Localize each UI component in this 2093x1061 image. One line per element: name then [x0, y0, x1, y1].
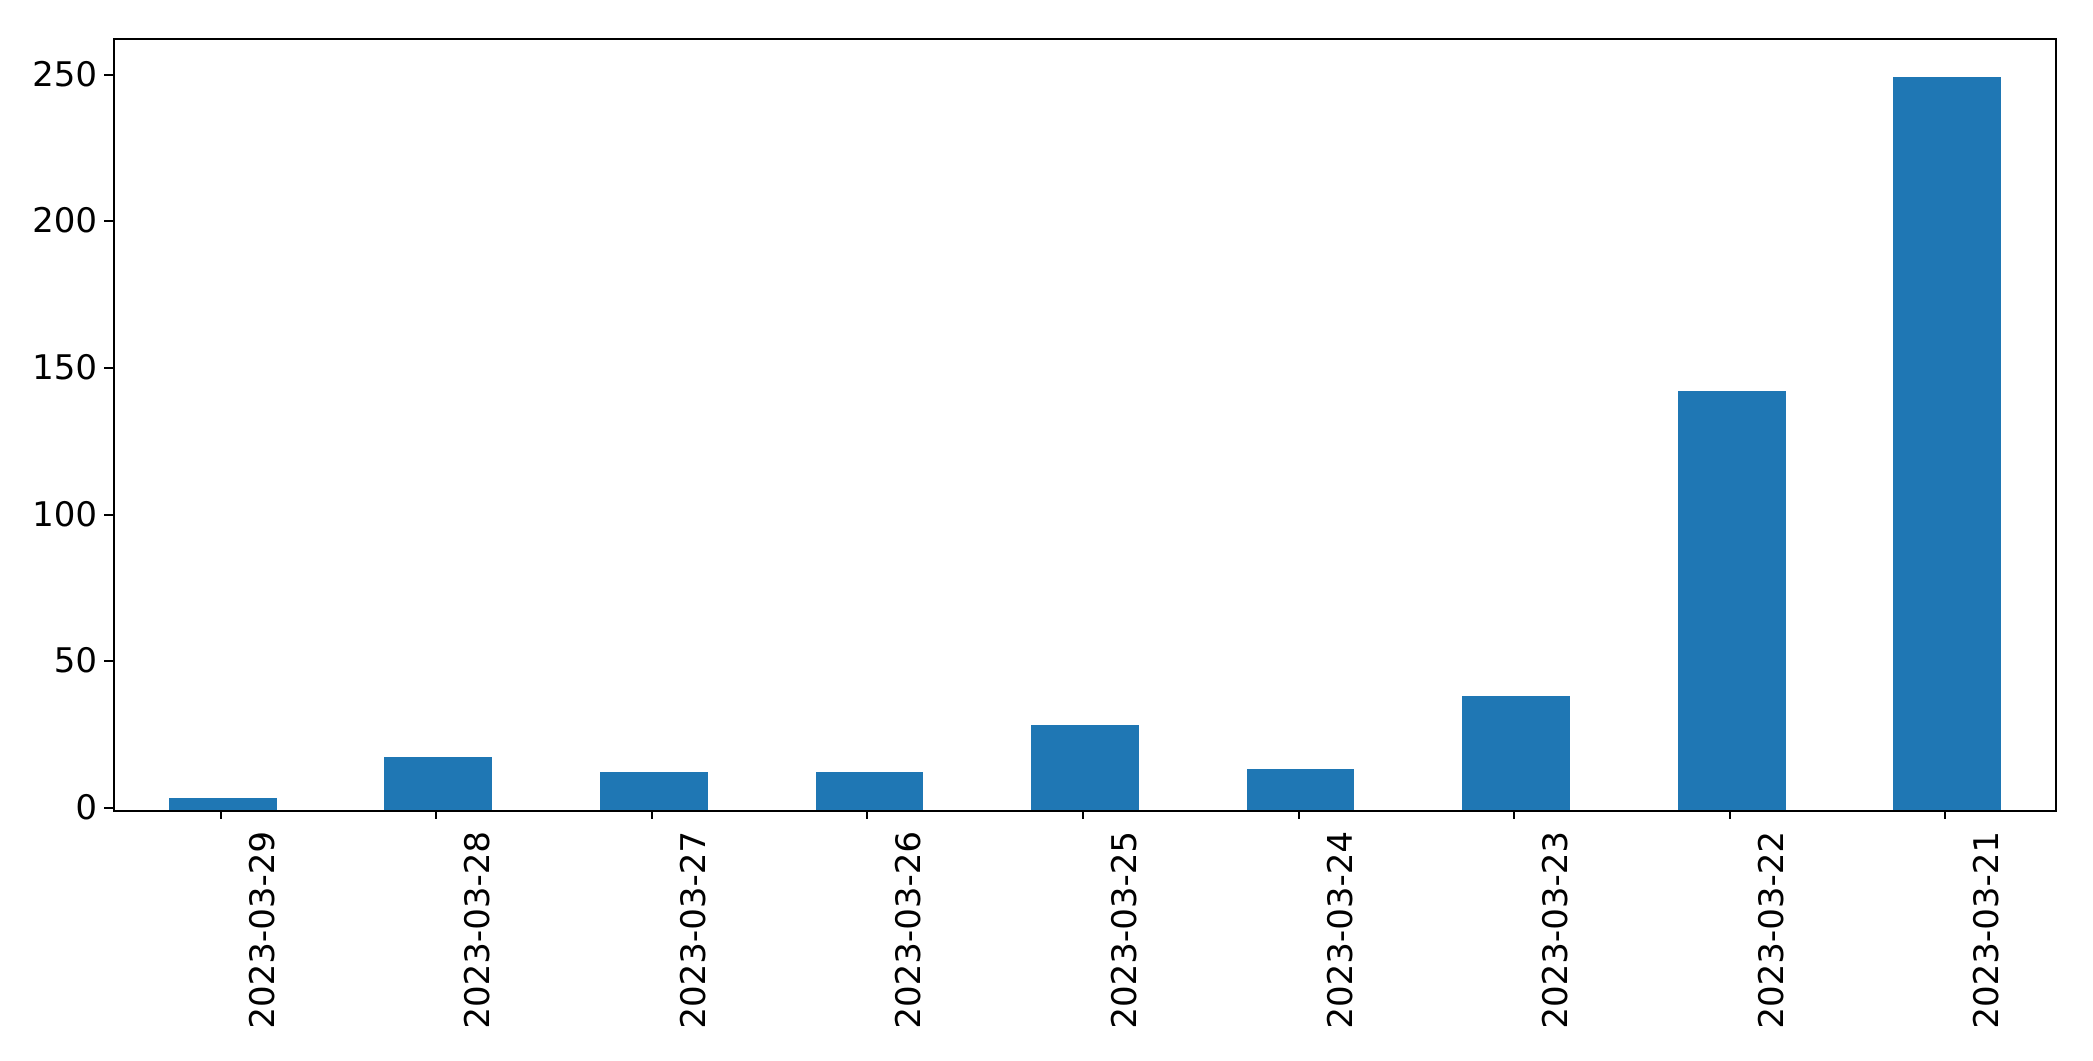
y-tick-label: 0: [75, 788, 97, 828]
y-tick-mark: [104, 660, 113, 663]
bar-2023-03-26: [815, 771, 924, 810]
bar-2023-03-25: [1031, 724, 1139, 810]
bar-2023-03-24: [1246, 768, 1355, 810]
x-tick-label: 2023-03-26: [889, 831, 930, 1029]
y-tick-label: 50: [53, 641, 97, 682]
y-tick-label: 250: [32, 54, 97, 95]
bar-2023-03-28: [384, 757, 493, 810]
x-tick-mark: [435, 810, 438, 819]
x-tick-mark: [1944, 810, 1947, 819]
y-tick-mark: [104, 807, 113, 809]
x-tick-mark: [1728, 810, 1731, 819]
x-tick-label: 2023-03-21: [1967, 831, 2008, 1029]
bar-2023-03-22: [1677, 390, 1786, 810]
x-tick-mark: [1513, 810, 1516, 819]
x-tick-label: 2023-03-23: [1536, 831, 1577, 1029]
x-tick-mark: [1082, 810, 1084, 819]
x-tick-label: 2023-03-27: [673, 831, 714, 1029]
x-tick-label: 2023-03-29: [242, 831, 283, 1029]
x-tick-label: 2023-03-22: [1751, 831, 1792, 1029]
y-tick-mark: [104, 367, 113, 369]
y-tick-label: 100: [32, 494, 97, 535]
x-tick-label: 2023-03-24: [1320, 831, 1361, 1029]
x-tick-mark: [650, 810, 653, 819]
y-tick-mark: [104, 73, 113, 76]
x-tick-mark: [219, 810, 222, 819]
x-tick-label: 2023-03-28: [458, 831, 499, 1029]
bar-2023-03-27: [600, 771, 708, 810]
y-tick-mark: [104, 513, 113, 516]
x-tick-mark: [1297, 810, 1300, 819]
x-tick-label: 2023-03-25: [1105, 831, 1145, 1029]
bar-2023-03-21: [1893, 76, 2002, 810]
x-tick-mark: [866, 810, 869, 819]
bar-2023-03-29: [168, 798, 277, 810]
bar-2023-03-23: [1462, 695, 1570, 810]
y-tick-label: 150: [32, 348, 97, 388]
y-tick-mark: [104, 220, 113, 223]
y-tick-label: 200: [32, 201, 97, 242]
plot-area: [113, 38, 2057, 812]
